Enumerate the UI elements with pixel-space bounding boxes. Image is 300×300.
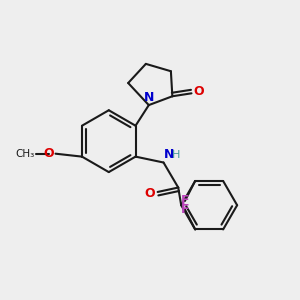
Text: O: O [194,85,205,98]
Text: N: N [164,148,175,161]
Text: CH₃: CH₃ [15,149,34,159]
Text: N: N [144,91,154,103]
Text: H: H [172,150,181,160]
Text: F: F [181,203,189,216]
Text: O: O [44,147,54,160]
Text: O: O [145,187,155,200]
Text: F: F [181,194,189,207]
